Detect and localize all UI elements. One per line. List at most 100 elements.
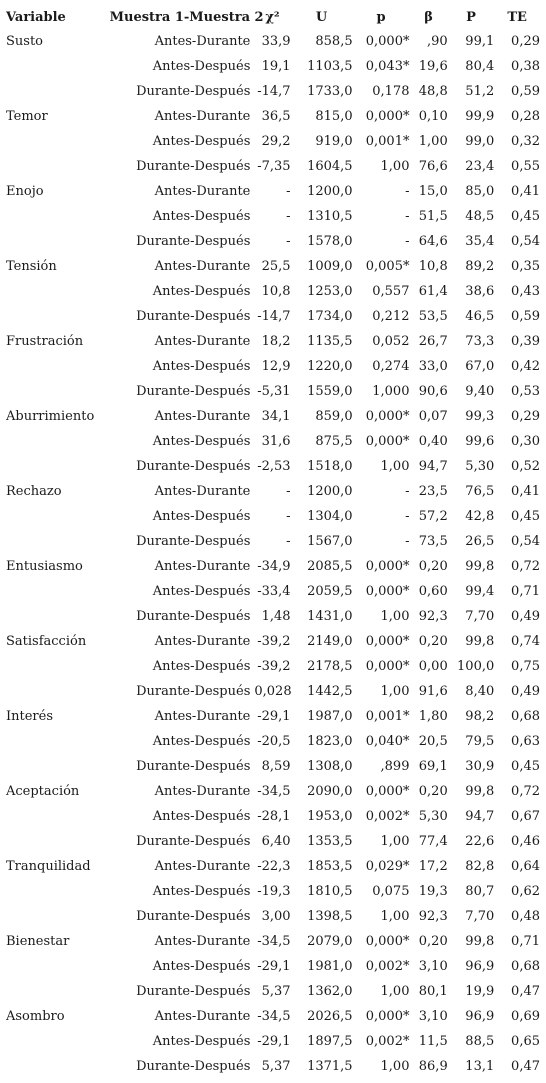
cell-beta: 0,40 (418, 434, 448, 449)
cell-power: 79,5 (465, 734, 495, 749)
cell-muestras: Antes-Durante (154, 859, 251, 874)
cell-p: 0,029* (365, 859, 410, 874)
cell-te: 0,54 (511, 534, 540, 549)
cell-muestras: Durante-Después (136, 984, 251, 999)
cell-u: 1853,5 (307, 859, 353, 874)
table-row: Durante-Después -14,7 1733,0 0,178 48,8 51,2 0… (0, 79, 546, 104)
cell-power: 80,7 (465, 884, 495, 899)
cell-beta: 23,5 (418, 484, 448, 499)
table-row: Antes-Después 31,6 875,5 0,000* 0,40 99,6 0,30 (0, 429, 546, 454)
cell-variable (0, 429, 110, 454)
table-row: Durante-Después 6,40 1353,5 1,00 77,4 22,6 0,4… (0, 829, 546, 854)
table-row: Antes-Después 19,1 1103,5 0,043* 19,6 80,4 0,3… (0, 54, 546, 79)
cell-beta: 86,9 (418, 1059, 448, 1074)
cell-u: 1431,0 (307, 609, 353, 624)
cell-power: 42,8 (465, 509, 495, 524)
cell-muestras: Antes-Después (152, 734, 251, 749)
cell-chi-square: 19,1 (261, 59, 291, 74)
cell-power: 35,4 (465, 234, 495, 249)
cell-chi-square: - (286, 484, 291, 499)
cell-chi-square: 3,00 (261, 909, 291, 924)
cell-te: 0,46 (511, 834, 540, 849)
cell-u: 1823,0 (307, 734, 353, 749)
table-row: Antes-Después -29,1 1897,5 0,002* 11,5 88,5 0,… (0, 1029, 546, 1054)
table-row: Durante-Después 5,37 1362,0 1,00 80,1 19,9 0,4… (0, 979, 546, 1004)
cell-beta: 5,30 (418, 809, 448, 824)
cell-power: 99,8 (465, 559, 495, 574)
cell-chi-square: -19,3 (257, 884, 291, 899)
cell-variable (0, 654, 110, 679)
cell-u: 1559,0 (307, 384, 353, 399)
cell-te: 0,38 (511, 59, 540, 74)
cell-beta: 19,3 (418, 884, 448, 899)
cell-p: 0,274 (372, 359, 410, 374)
cell-power: 94,7 (465, 809, 495, 824)
header-row: Variable Muestra 1-Muestra 2 χ² U p β P … (0, 5, 546, 29)
cell-te: 0,28 (511, 109, 540, 124)
cell-power: 76,5 (465, 484, 495, 499)
cell-u: 1253,0 (307, 284, 353, 299)
table-row: Antes-Después -28,1 1953,0 0,002* 5,30 94,7 0,… (0, 804, 546, 829)
cell-chi-square: - (286, 534, 291, 549)
cell-te: 0,45 (511, 509, 540, 524)
cell-variable (0, 504, 110, 529)
cell-beta: 61,4 (418, 284, 448, 299)
cell-p: 0,000* (365, 1009, 410, 1024)
table-row: Antes-Después -1310,5-51,5 48,5 0,45 (0, 204, 546, 229)
cell-muestras: Antes-Después (152, 959, 251, 974)
cell-p: 0,002* (365, 1034, 410, 1049)
cell-p: 0,000* (365, 784, 410, 799)
cell-chi-square: -5,31 (257, 384, 291, 399)
table-row: Interés Antes-Durante -29,1 1987,0 0,001* 1,8… (0, 704, 546, 729)
cell-chi-square: - (286, 509, 291, 524)
cell-power: 99,4 (465, 584, 495, 599)
cell-muestras: Antes-Después (152, 59, 251, 74)
cell-p: 1,00 (380, 684, 410, 699)
cell-p: 0,000* (365, 559, 410, 574)
cell-variable (0, 754, 110, 779)
cell-power: 8,40 (465, 684, 495, 699)
cell-chi-square: -34,5 (257, 1009, 291, 1024)
cell-u: 1200,0 (307, 184, 353, 199)
table-body: Susto Antes-Durante 33,9 858,5 0,000* ,90 99,1… (0, 29, 546, 1079)
cell-beta: 76,6 (418, 159, 448, 174)
cell-chi-square: 5,37 (261, 984, 291, 999)
cell-chi-square: 31,6 (261, 434, 291, 449)
cell-variable: Asombro (6, 1009, 65, 1024)
cell-p: 1,00 (380, 1059, 410, 1074)
cell-u: 815,0 (315, 109, 353, 124)
cell-te: 0,68 (511, 959, 540, 974)
cell-u: 2026,5 (307, 1009, 353, 1024)
cell-power: 85,0 (465, 184, 495, 199)
table-row: Bienestar Antes-Durante -34,5 2079,0 0,000* 0… (0, 929, 546, 954)
cell-p: 0,043* (365, 59, 410, 74)
cell-p: - (405, 509, 410, 524)
table-row: Durante-Después 5,37 1371,5 1,00 86,9 13,1 0,4… (0, 1054, 546, 1079)
cell-variable (0, 1029, 110, 1054)
cell-te: 0,42 (511, 359, 540, 374)
cell-te: 0,49 (511, 684, 540, 699)
cell-chi-square: 1,48 (261, 609, 291, 624)
cell-variable: Bienestar (6, 934, 70, 949)
cell-u: 1009,0 (307, 259, 353, 274)
results-table: Variable Muestra 1-Muestra 2 χ² U p β P … (0, 5, 546, 1079)
cell-u: 858,5 (315, 34, 353, 49)
table-row: Antes-Después -20,5 1823,0 0,040* 20,5 79,5 0,… (0, 729, 546, 754)
table-row: Durante-Después -14,7 1734,0 0,212 53,5 46,5 0… (0, 304, 546, 329)
cell-te: 0,64 (511, 859, 540, 874)
cell-beta: 33,0 (418, 359, 448, 374)
cell-beta: 0,60 (418, 584, 448, 599)
cell-power: 30,9 (465, 759, 495, 774)
table-row: Entusiasmo Antes-Durante -34,9 2085,5 0,000*… (0, 554, 546, 579)
header-beta: β (424, 9, 433, 25)
cell-muestras: Antes-Durante (154, 184, 251, 199)
cell-te: 0,48 (511, 909, 540, 924)
cell-beta: 92,3 (418, 909, 448, 924)
cell-te: 0,59 (511, 84, 540, 99)
cell-power: 13,1 (465, 1059, 495, 1074)
cell-muestras: Antes-Después (152, 209, 251, 224)
cell-te: 0,62 (511, 884, 540, 899)
cell-p: 0,000* (365, 934, 410, 949)
cell-te: 0,71 (511, 584, 540, 599)
cell-muestras: Durante-Después (136, 834, 251, 849)
